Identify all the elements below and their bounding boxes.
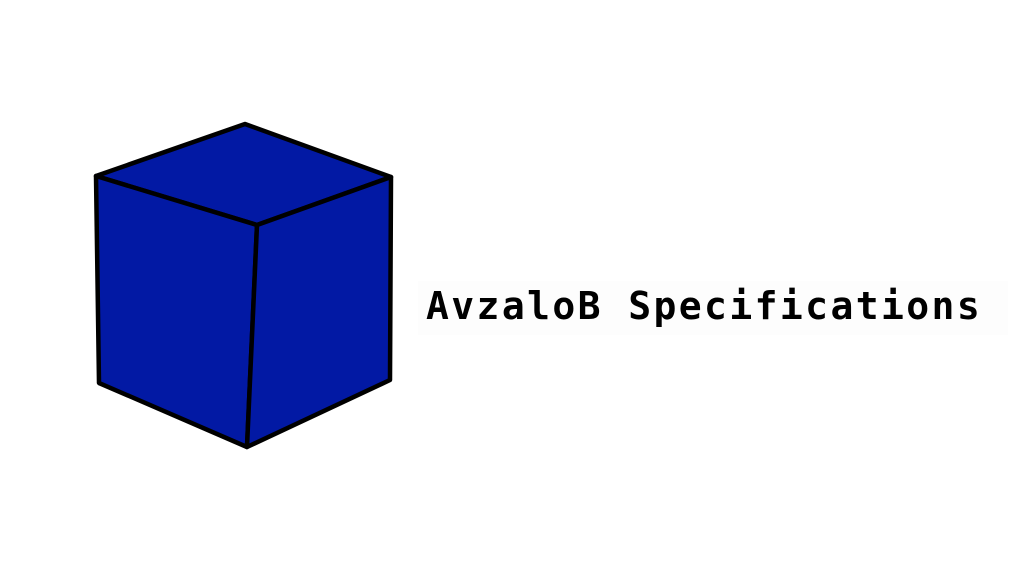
cube-front-face	[93, 173, 260, 450]
cube-side-face	[244, 174, 394, 450]
page-title: AvzaloB Specifications	[426, 284, 983, 328]
title-block: AvzaloB Specifications	[418, 281, 1008, 335]
